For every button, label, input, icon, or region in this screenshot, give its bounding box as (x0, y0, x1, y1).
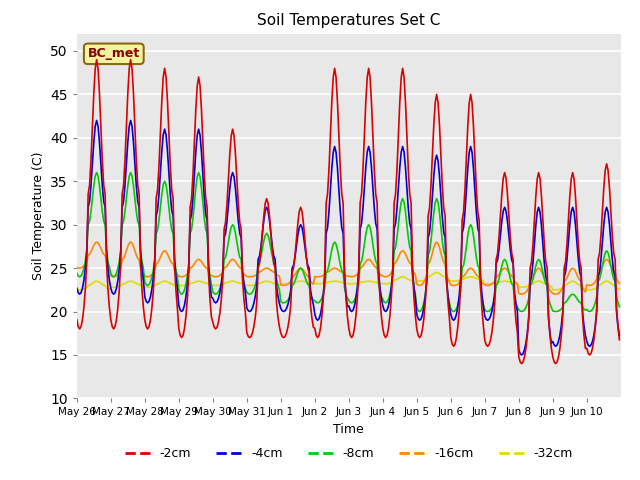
Title: Soil Temperatures Set C: Soil Temperatures Set C (257, 13, 440, 28)
X-axis label: Time: Time (333, 423, 364, 436)
Text: BC_met: BC_met (88, 48, 140, 60)
Legend: -2cm, -4cm, -8cm, -16cm, -32cm: -2cm, -4cm, -8cm, -16cm, -32cm (120, 442, 578, 465)
Y-axis label: Soil Temperature (C): Soil Temperature (C) (31, 152, 45, 280)
